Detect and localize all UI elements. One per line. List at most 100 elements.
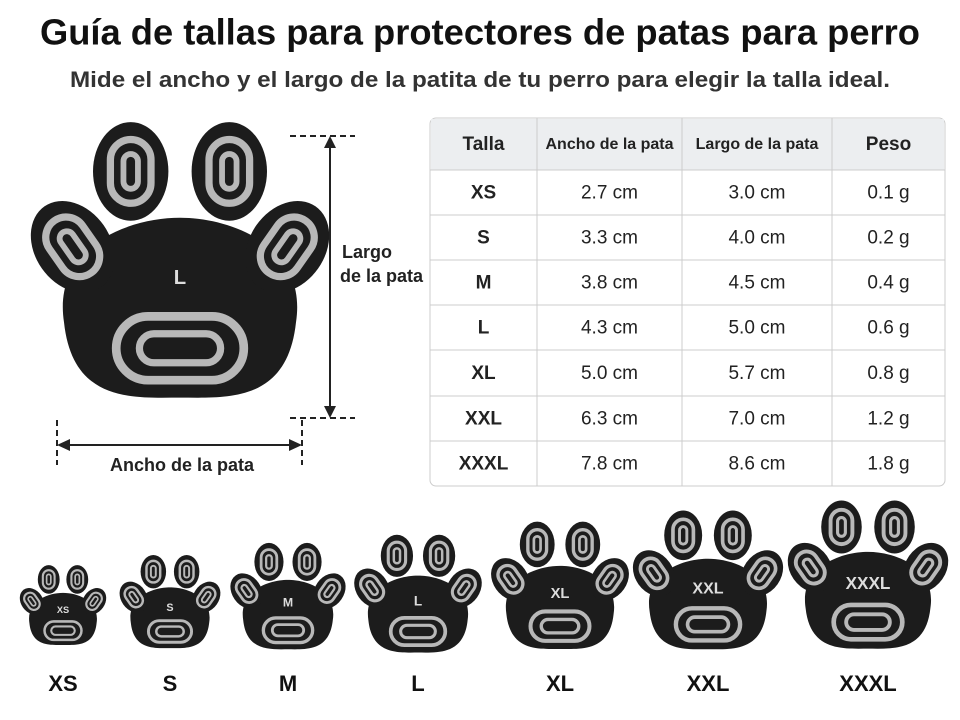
toe-grip — [200, 590, 212, 604]
pad-grip — [831, 602, 905, 642]
toe-grip — [106, 135, 155, 207]
table-header-cell: Ancho de la pata — [545, 136, 673, 153]
toe-grip — [678, 525, 689, 546]
paw-toe — [93, 122, 169, 221]
paw-toe — [519, 521, 555, 568]
table-cell: 1.2 g — [867, 409, 909, 430]
toe-grip — [205, 135, 254, 207]
toe-grip — [645, 564, 663, 583]
paw-toe — [787, 542, 833, 593]
pad-grip — [43, 620, 83, 642]
paw-toe — [37, 565, 60, 594]
paw-toe — [173, 555, 200, 589]
table-cell: 5.7 cm — [728, 363, 785, 384]
paw: S — [119, 555, 221, 649]
table-cell: 6.3 cm — [581, 409, 638, 430]
toe-grip — [909, 549, 943, 586]
toe-grip — [303, 554, 311, 570]
paw-toe — [230, 573, 263, 609]
paw-size-label: L — [174, 267, 186, 289]
table-header-cell: Largo de la pata — [696, 136, 819, 153]
pad-grip — [399, 623, 437, 640]
paw-size-label: XXXL — [846, 573, 891, 593]
paw-pad — [804, 551, 932, 649]
size-cell: M — [476, 273, 492, 294]
toe-grip — [219, 151, 240, 192]
toe-grip — [602, 570, 617, 588]
size-caption: M — [279, 671, 297, 696]
paw-pad — [29, 592, 97, 645]
table-cell: 7.0 cm — [728, 409, 785, 430]
table-cell: 8.6 cm — [728, 454, 785, 475]
toe-grip — [120, 151, 141, 192]
paw-pad — [648, 558, 768, 650]
pad-grip — [146, 619, 194, 644]
toe-grip — [41, 569, 56, 590]
toe-grip — [638, 556, 670, 591]
size-caption: XL — [546, 671, 574, 696]
toe-grip — [178, 559, 195, 584]
paw-toe — [254, 542, 284, 581]
paw-toe — [19, 588, 45, 615]
paw-size-label: XS — [57, 605, 69, 615]
table-cell: 5.0 cm — [728, 318, 785, 339]
paw: XL — [491, 521, 629, 650]
toe-grip — [123, 585, 145, 609]
paw-pad — [62, 217, 298, 398]
table-cell: 3.3 cm — [581, 228, 638, 249]
paw-toe — [565, 521, 601, 568]
size-cell: XS — [471, 183, 496, 204]
paw-toe — [632, 550, 676, 597]
pad-grip — [673, 606, 743, 643]
paw-toe — [354, 568, 391, 608]
paw: L — [30, 122, 330, 398]
paw-toe — [903, 542, 949, 593]
pad-grip — [111, 312, 249, 385]
size-cell: L — [478, 318, 490, 339]
size-cell: XXL — [465, 409, 502, 430]
paw-toe — [292, 542, 322, 581]
toe-grip — [571, 528, 594, 561]
paw-toe — [491, 558, 530, 601]
toe-grip — [496, 563, 525, 595]
paw-toe — [821, 500, 862, 554]
pad-grip — [388, 615, 448, 647]
toe-grip — [234, 578, 259, 604]
table-header-cell: Peso — [866, 134, 911, 155]
paw-pad — [367, 575, 469, 653]
size-caption: XXL — [687, 671, 730, 696]
paw-size-label: L — [414, 593, 422, 608]
toe-grip — [434, 547, 444, 565]
pad-grip — [539, 617, 581, 635]
paw-toe — [713, 510, 752, 561]
toe-grip — [503, 570, 518, 588]
toe-grip — [828, 507, 855, 547]
toe-grip — [720, 517, 745, 554]
toe-grip — [317, 578, 342, 604]
paw: XXL — [632, 510, 784, 650]
table-cell: 0.1 g — [867, 183, 909, 204]
size-cell: XXXL — [459, 454, 509, 475]
paw-toe — [664, 510, 703, 561]
table-cell: 7.8 cm — [581, 454, 638, 475]
toe-grip — [727, 525, 738, 546]
paw-toe — [380, 534, 414, 577]
table-cell: 4.3 cm — [581, 318, 638, 339]
paw-size-label: XXL — [692, 580, 723, 598]
subtitle: Mide el ancho y el largo de la patita de… — [70, 67, 890, 92]
toe-grip — [365, 580, 379, 596]
length-arrow — [290, 135, 355, 419]
toe-grip — [56, 228, 89, 266]
toe-grip — [128, 590, 140, 604]
toe-grip — [526, 528, 549, 561]
paw-toe — [140, 555, 167, 589]
table-cell: 0.6 g — [867, 318, 909, 339]
toe-grip — [359, 573, 386, 603]
table-cell: 0.2 g — [867, 228, 909, 249]
toe-grip — [271, 228, 304, 266]
table-cell: 4.0 cm — [728, 228, 785, 249]
toe-grip — [746, 556, 778, 591]
paw-toe — [30, 200, 115, 293]
paw-toe — [445, 568, 482, 608]
